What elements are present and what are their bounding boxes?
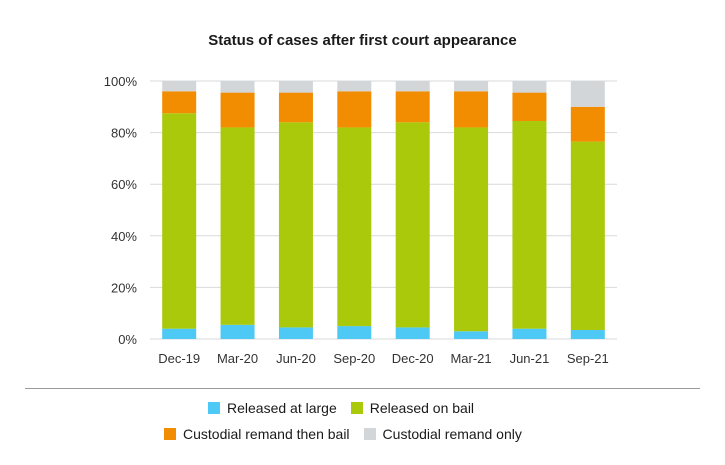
bar-segment — [220, 324, 255, 339]
bar-segment — [454, 331, 489, 339]
legend-row: Custodial remand then bail Custodial rema… — [164, 426, 536, 442]
gridlines — [150, 80, 617, 340]
y-tick-label: 60% — [111, 177, 137, 192]
x-axis-ticks: Dec-19 Mar-20 Jun-20 Sep-20 Dec-20 Mar-21 Jun-… — [158, 351, 609, 366]
bar-segment — [512, 81, 547, 93]
bar-segment — [220, 92, 255, 128]
bar-segment — [220, 127, 255, 325]
legend-swatch — [363, 428, 376, 440]
legend-item: Released at large — [208, 400, 337, 416]
y-tick-label: 40% — [111, 229, 137, 244]
legend-label: Custodial remand only — [382, 426, 522, 442]
bar-segment — [220, 81, 255, 93]
legend-swatch — [208, 402, 220, 414]
bar-segment — [454, 91, 489, 128]
legend-label: Custodial remand then bail — [183, 426, 350, 442]
bar-segment — [278, 122, 313, 328]
bar-segment — [454, 127, 489, 332]
bar-segment — [570, 141, 605, 330]
x-tick-label: Mar-20 — [217, 351, 258, 366]
bar-segment — [337, 91, 372, 128]
legend-item: Released on bail — [350, 400, 475, 416]
bar-segment — [162, 91, 197, 114]
legend-item: Custodial remand then bail — [164, 426, 350, 442]
bar-segment — [395, 91, 430, 123]
stacked-bar-chart: 0% 20% 40% 60% 80% 100% Dec-19 Mar-20 Jun-20 Sep… — [104, 74, 617, 366]
legend-swatch — [164, 428, 176, 440]
y-tick-label: 0% — [118, 332, 137, 347]
bar-segment — [278, 327, 313, 339]
bar-segment — [162, 328, 197, 339]
bar-segment — [162, 113, 197, 329]
legend-divider — [25, 388, 700, 389]
bar-segment — [570, 81, 605, 107]
bar-segment — [454, 81, 489, 92]
bars — [162, 81, 605, 339]
y-tick-label: 20% — [111, 280, 137, 295]
y-tick-label: 80% — [111, 126, 137, 141]
bar-segment — [395, 327, 430, 339]
legend-label: Released at large — [227, 400, 337, 416]
legend-item: Custodial remand only — [363, 426, 522, 442]
legend-label: Released on bail — [369, 400, 475, 416]
bar-segment — [570, 329, 605, 339]
y-tick-label: 100% — [104, 74, 138, 89]
bar-segment — [278, 92, 313, 123]
x-tick-label: Jun-20 — [276, 351, 316, 366]
x-tick-label: Dec-19 — [158, 351, 200, 366]
x-tick-label: Jun-21 — [510, 351, 550, 366]
y-axis-ticks: 0% 20% 40% 60% 80% 100% — [104, 74, 138, 347]
bar-segment — [570, 106, 605, 142]
x-tick-label: Sep-20 — [333, 351, 375, 366]
bar-segment — [512, 328, 547, 339]
bar-segment — [395, 81, 430, 92]
chart-title: Status of cases after first court appear… — [208, 32, 517, 49]
x-tick-label: Dec-20 — [392, 351, 434, 366]
bar-segment — [162, 81, 197, 92]
bar-segment — [395, 122, 430, 328]
legend-row: Released at large Released on bail — [208, 400, 488, 416]
x-tick-label: Mar-21 — [450, 351, 491, 366]
bar-segment — [512, 92, 547, 121]
x-tick-label: Sep-21 — [567, 351, 609, 366]
bar-segment — [278, 81, 313, 93]
legend-swatch — [350, 402, 363, 414]
bar-segment — [337, 81, 372, 92]
bar-segment — [337, 326, 372, 339]
bar-segment — [337, 127, 372, 327]
bar-segment — [512, 120, 547, 329]
